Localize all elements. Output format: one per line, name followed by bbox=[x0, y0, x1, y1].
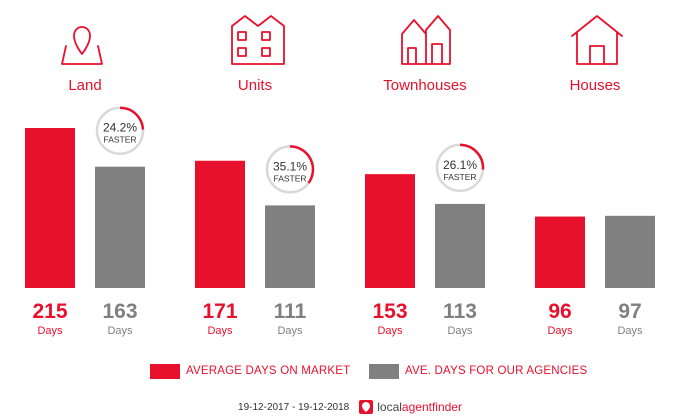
badge-percent-land: 24.2% bbox=[103, 121, 137, 135]
brand-logo-icon bbox=[359, 400, 374, 414]
townhouses-icon bbox=[401, 15, 451, 65]
badge-arc-townhouses bbox=[459, 143, 485, 170]
bar-land-agencies bbox=[95, 166, 145, 288]
value-label-units-agencies: 111 bbox=[274, 300, 307, 323]
value-label-houses-agencies: 97 bbox=[618, 300, 641, 323]
value-label-townhouses-agencies: 113 bbox=[443, 300, 477, 323]
legend-label-market: AVERAGE DAYS ON MARKET bbox=[186, 365, 351, 377]
legend-item-market: AVERAGE DAYS ON MARKET bbox=[150, 362, 350, 380]
bar-townhouses-market bbox=[365, 174, 415, 288]
brand-logo: local agentfinder bbox=[359, 400, 462, 414]
bar-townhouses-agencies bbox=[435, 203, 485, 288]
value-label-units-market: 171 bbox=[202, 300, 237, 323]
days-label-townhouses-agencies: Days bbox=[447, 325, 473, 337]
badge-text-land: FASTER bbox=[103, 135, 136, 145]
category-label-townhouses: Townhouses bbox=[383, 77, 466, 94]
legend-item-agencies: AVE. DAYS FOR OUR AGENCIES bbox=[369, 362, 587, 380]
badge-bg-land bbox=[96, 106, 144, 155]
map-pin-icon bbox=[61, 26, 103, 65]
bar-houses-market bbox=[535, 216, 585, 288]
units-icon bbox=[231, 15, 285, 65]
value-label-townhouses-market: 153 bbox=[372, 300, 407, 323]
badge-percent-units: 35.1% bbox=[273, 159, 307, 173]
bar-land-market bbox=[25, 128, 75, 288]
brand-suffix: agentfinder bbox=[401, 400, 462, 414]
bar-units-agencies bbox=[265, 205, 315, 288]
bar-chart: Land215Days163Days24.2%FASTERUnits171Day… bbox=[25, 15, 655, 337]
days-label-townhouses-market: Days bbox=[377, 325, 403, 337]
days-label-land-market: Days bbox=[37, 325, 63, 337]
badge-arc-units bbox=[289, 145, 315, 184]
badge-text-townhouses: FASTER bbox=[443, 172, 476, 182]
badge-bg-townhouses bbox=[436, 143, 484, 192]
house-icon bbox=[571, 15, 623, 65]
days-label-houses-agencies: Days bbox=[617, 325, 643, 337]
badge-bg-units bbox=[266, 145, 314, 194]
category-label-units: Units bbox=[238, 77, 272, 94]
bar-units-market bbox=[195, 160, 245, 288]
date-range: 19-12-2017 - 19-12-2018 bbox=[238, 401, 350, 413]
legend-swatch-market bbox=[150, 363, 180, 379]
badge-arc-land bbox=[119, 106, 145, 130]
badge-percent-townhouses: 26.1% bbox=[443, 158, 477, 172]
days-label-units-agencies: Days bbox=[277, 325, 303, 337]
days-label-land-agencies: Days bbox=[107, 325, 133, 337]
days-label-houses-market: Days bbox=[547, 325, 573, 337]
legend-swatch-agencies bbox=[369, 363, 399, 379]
badge-text-units: FASTER bbox=[273, 173, 306, 183]
bar-houses-agencies bbox=[605, 215, 655, 288]
value-label-houses-market: 96 bbox=[548, 300, 571, 323]
category-label-land: Land bbox=[68, 77, 101, 94]
footer: 19-12-2017 - 19-12-2018 local agentfinder bbox=[0, 398, 700, 416]
category-label-houses: Houses bbox=[570, 77, 621, 94]
days-label-units-market: Days bbox=[207, 325, 233, 337]
brand-prefix: local bbox=[377, 400, 402, 414]
legend-label-agencies: AVE. DAYS FOR OUR AGENCIES bbox=[405, 365, 588, 377]
value-label-land-market: 215 bbox=[32, 300, 67, 323]
value-label-land-agencies: 163 bbox=[102, 300, 137, 323]
